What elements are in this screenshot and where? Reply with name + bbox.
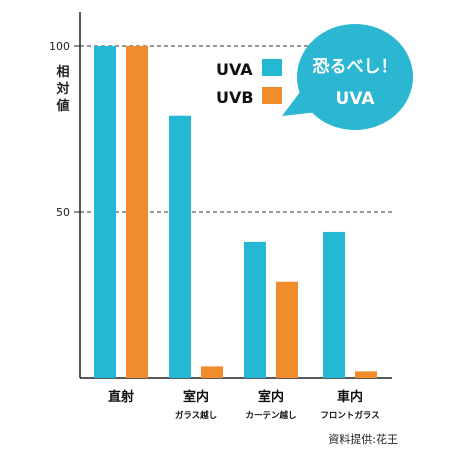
bar-uvb-2 [276, 281, 298, 378]
category-label: 室内 [183, 389, 209, 405]
category-label: 室内 [258, 389, 284, 405]
legend-swatch-uvb [262, 87, 282, 104]
category-sublabel: ガラス越し [175, 410, 217, 421]
source-credit: 資料提供:花王 [328, 432, 398, 446]
bar-uvb-3 [355, 371, 377, 378]
legend-swatch-uva [262, 59, 282, 76]
y-axis-label: 相対値 [55, 64, 69, 114]
callout-bubble: 恐るべし！ UVA [282, 24, 413, 130]
bar-uva-0 [94, 46, 116, 378]
legend: UVA UVB [216, 59, 282, 107]
bar-uvb-1 [201, 366, 223, 378]
bar-uva-2 [244, 241, 266, 378]
y-tick-label: 100 [49, 40, 70, 53]
callout-line-2: UVA [336, 89, 376, 109]
bars [94, 46, 377, 378]
category-sublabel: カーテン越し [245, 410, 296, 421]
category-label: 直射 [108, 389, 134, 405]
legend-label-uva: UVA [216, 60, 253, 79]
category-sublabel: フロントガラス [320, 410, 379, 421]
bar-uvb-0 [126, 46, 148, 378]
bar-uva-3 [323, 231, 345, 378]
y-ticks: 100 50 [49, 40, 80, 219]
y-axis-title: 相対値 [55, 64, 69, 114]
legend-label-uvb: UVB [216, 88, 254, 107]
callout-line-1: 恐るべし！ [313, 57, 398, 77]
category-label: 車内 [337, 389, 363, 405]
bar-uva-1 [169, 115, 191, 378]
y-tick-label: 50 [56, 206, 70, 219]
